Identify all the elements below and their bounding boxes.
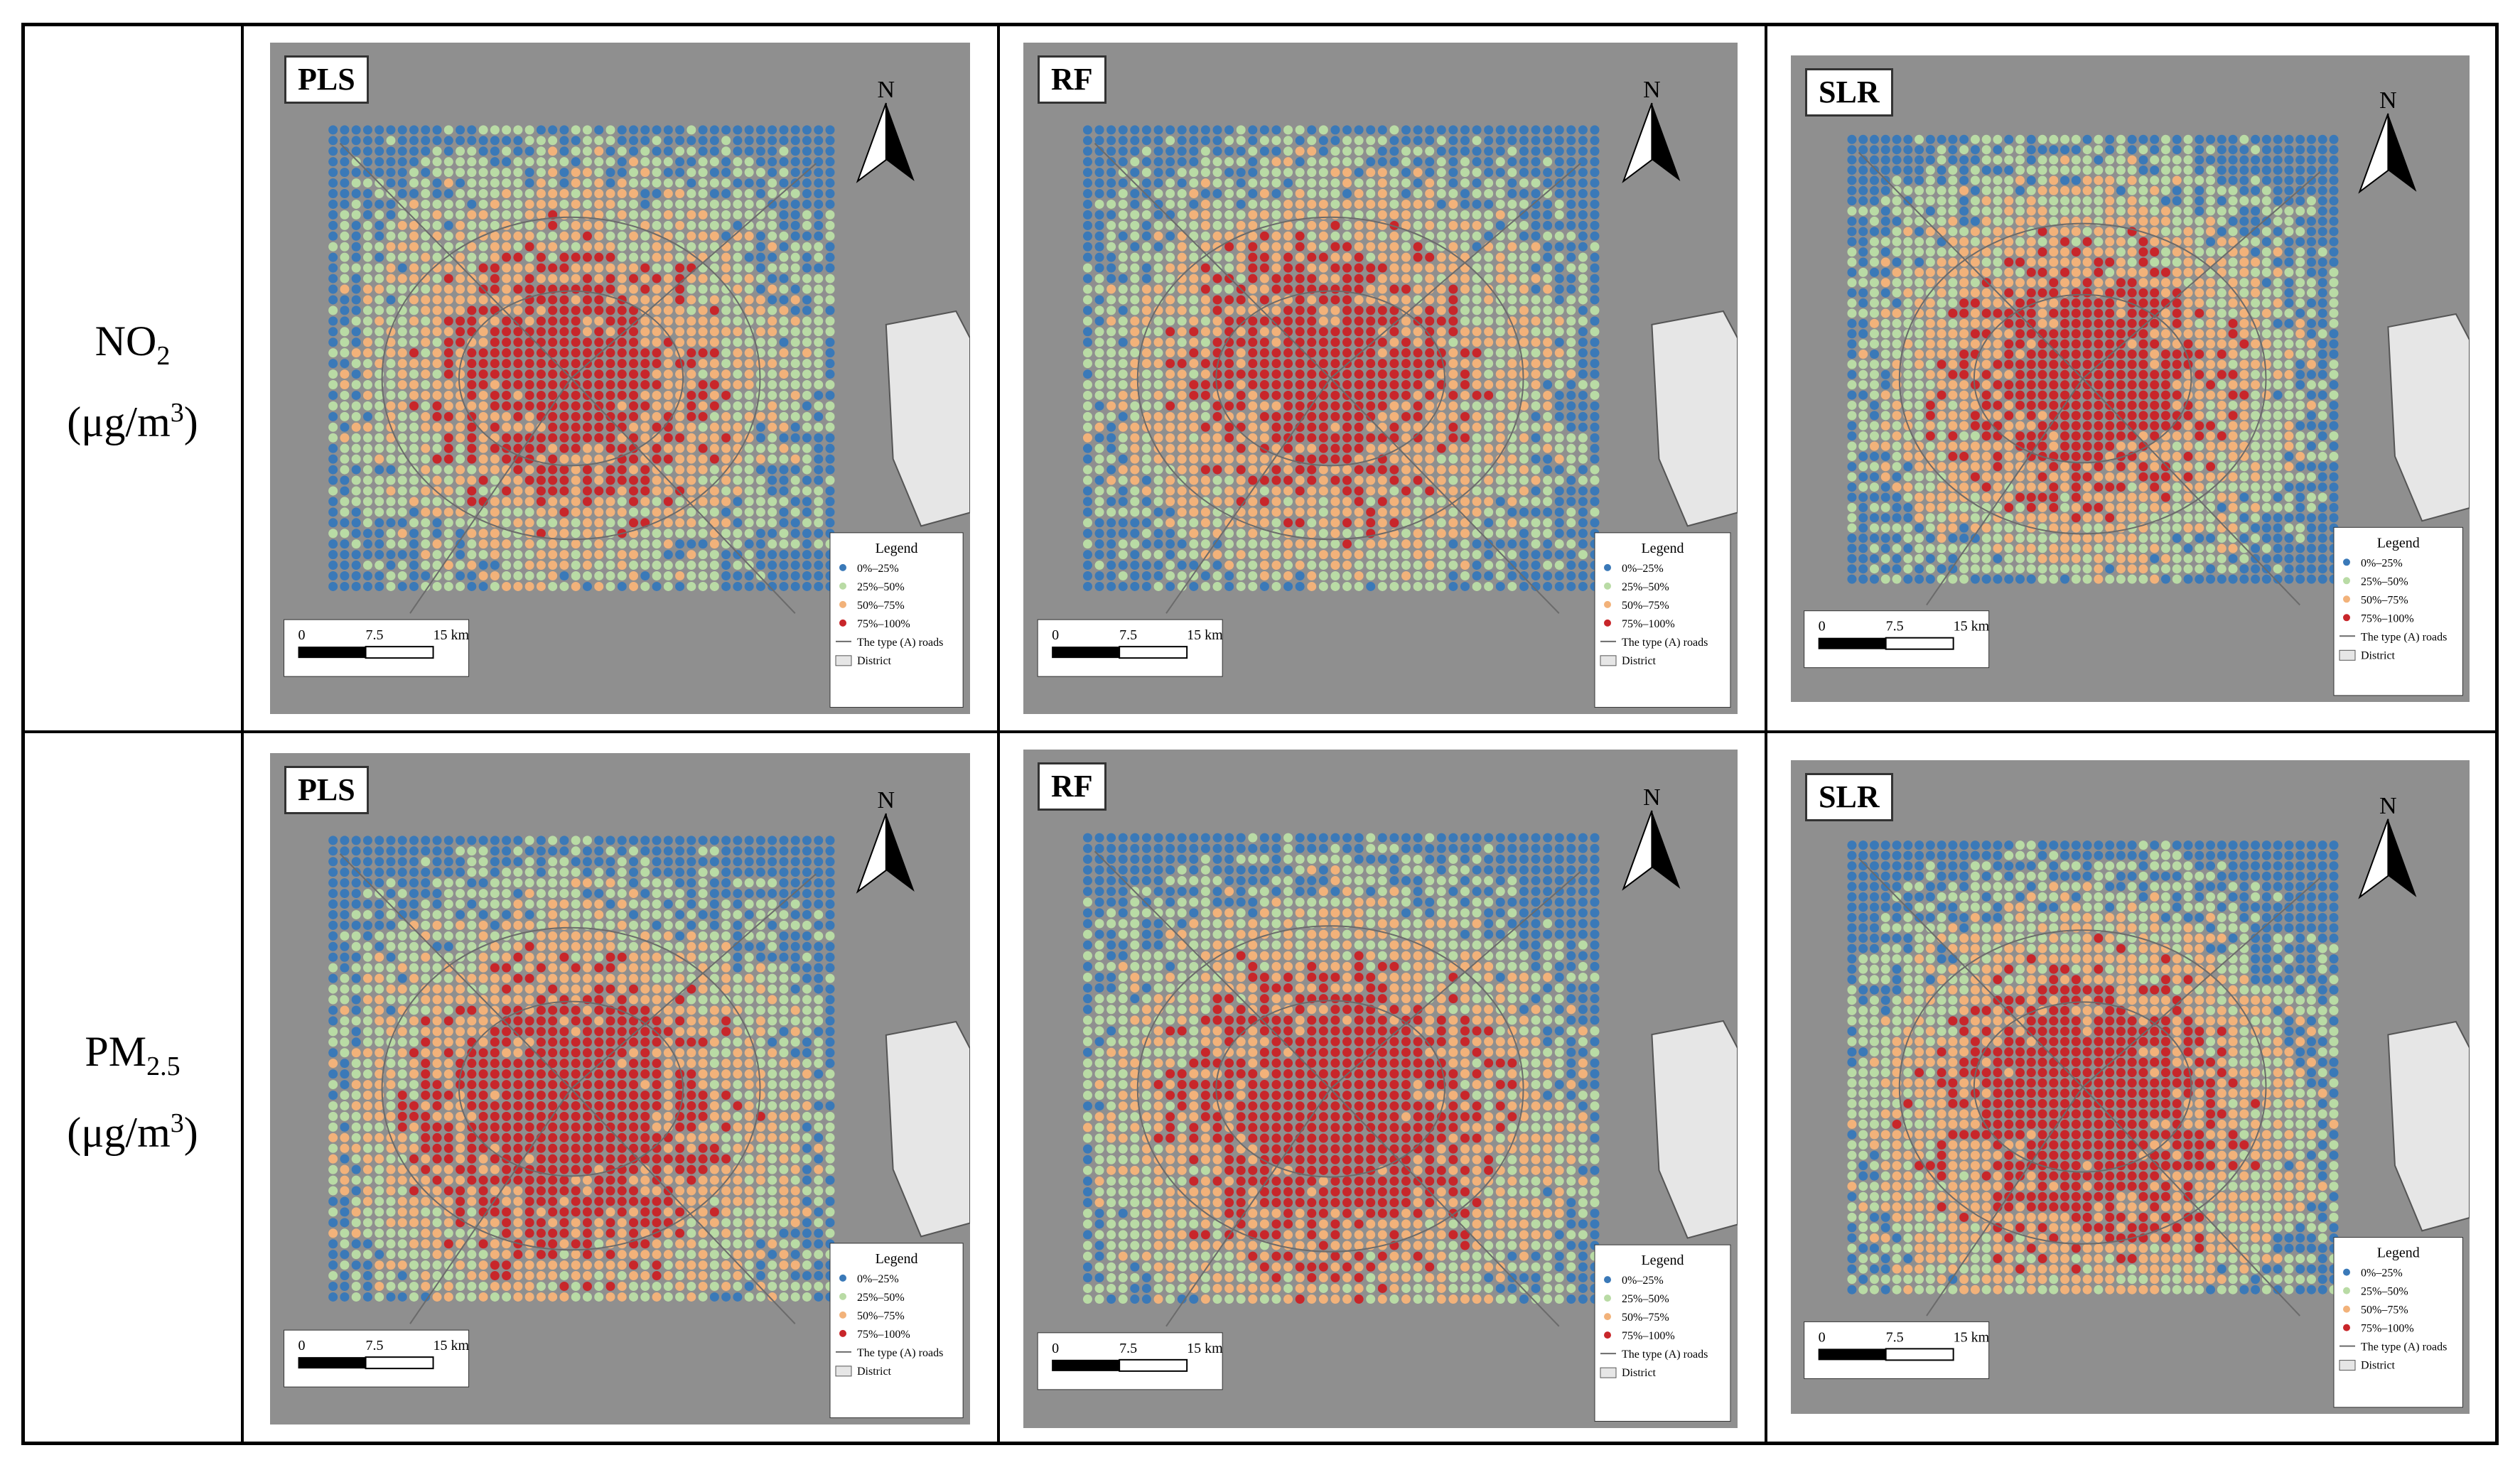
road-network <box>1094 143 1581 614</box>
map-panel-rf-row1: N 0 7.5 15 km Legend 0%–25% 25%–50% 50%–75% 75%–… <box>1023 43 1738 714</box>
svg-text:15 km: 15 km <box>1187 627 1223 643</box>
model-label: RF <box>1038 762 1106 811</box>
svg-text:N: N <box>1643 77 1661 103</box>
svg-text:75%–100%: 75%–100% <box>1622 618 1675 630</box>
svg-text:25%–50%: 25%–50% <box>857 581 905 593</box>
svg-text:Legend: Legend <box>1641 541 1684 556</box>
concentration-points <box>328 836 835 1302</box>
scale-bar: 0 7.5 15 km <box>284 1329 470 1388</box>
scale-bar: 0 7.5 15 km <box>1037 619 1223 677</box>
model-label: PLS <box>284 766 369 814</box>
svg-text:50%–75%: 50%–75% <box>1622 600 1669 612</box>
road-network <box>1094 850 1581 1327</box>
pollutant-name: PM2.5 <box>85 1028 181 1081</box>
svg-text:0: 0 <box>298 627 306 643</box>
column-divider-2 <box>997 23 1000 1445</box>
svg-text:0%–25%: 0%–25% <box>857 563 899 575</box>
figure-frame <box>21 23 2499 1445</box>
concentration-points <box>1082 125 1600 591</box>
map-canvas: N 0 7.5 15 km Legend0%–25%25%–50%50%–75%75%–… <box>270 753 970 1425</box>
pollutant-name: NO2 <box>95 318 171 371</box>
north-arrow-icon: N <box>2358 793 2417 899</box>
district-area <box>885 1020 970 1238</box>
map-panel-rf-row2: N 0 7.5 15 km Legend 0%–25% 25%–50% 50%–75% 75%–… <box>1023 750 1738 1428</box>
road-network <box>1858 858 2321 1317</box>
row-divider <box>21 730 2499 733</box>
svg-text:The type (A) roads: The type (A) roads <box>1622 637 1708 649</box>
map-panel-slr-row2: N 0 7.5 15 km Legend 0%–25% 25%–50% 50%–75% 75%–… <box>1791 760 2470 1414</box>
svg-text:7.5: 7.5 <box>1119 627 1137 643</box>
svg-text:District: District <box>1622 655 1657 667</box>
row-label-no2: NO2 (μg/m3) <box>24 313 241 450</box>
row-label-pm25: PM2.5 (μg/m3) <box>24 1023 241 1161</box>
map-canvas: N 0 7.5 15 km Legend0%–25%25%–50%50%–75%75%–… <box>1023 750 1738 1428</box>
road-network <box>339 853 817 1324</box>
district-area <box>1651 1020 1738 1239</box>
svg-text:50%–75%: 50%–75% <box>857 600 905 612</box>
concentration-points <box>1082 833 1600 1304</box>
svg-text:15 km: 15 km <box>434 627 470 643</box>
district-area <box>2387 313 2470 522</box>
scale-bar: 0 7.5 15 km <box>284 619 470 677</box>
svg-text:25%–50%: 25%–50% <box>1622 581 1669 593</box>
map-canvas: N 0 7.5 15 km Legend 0%–25% 25%–50% 50%–75% 75%–… <box>270 43 970 714</box>
district-area <box>1651 310 1738 527</box>
map-legend: Legend 0%–25% 25%–50% 50%–75% 75%–100% The ty… <box>1594 532 1731 708</box>
road-network <box>1858 151 2321 606</box>
svg-text:75%–100%: 75%–100% <box>857 618 910 630</box>
svg-text:The type (A) roads: The type (A) roads <box>857 637 943 649</box>
scale-bar: 0 7.5 15 km <box>1804 1321 1990 1379</box>
column-divider-3 <box>1765 23 1767 1445</box>
concentration-points <box>328 125 835 591</box>
svg-text:0%–25%: 0%–25% <box>1622 563 1664 575</box>
north-arrow-icon: N <box>1622 784 1681 891</box>
pollutant-unit: (μg/m3) <box>67 1108 198 1156</box>
svg-text:0: 0 <box>1052 627 1059 643</box>
map-panel-pls-row1: N 0 7.5 15 km Legend 0%–25% 25%–50% 50%–75% 75%–… <box>270 43 970 714</box>
north-arrow-icon: N <box>1622 77 1681 183</box>
north-arrow-icon: N <box>856 77 915 183</box>
concentration-points <box>1847 134 2339 584</box>
map-canvas: N 0 7.5 15 km Legend0%–25%25%–50%50%–75%75%–… <box>1791 760 2470 1414</box>
map-panel-slr-row1: N 0 7.5 15 km Legend 0%–25% 25%–50% 50%–75% 75%–… <box>1791 55 2470 702</box>
north-arrow-icon: N <box>2358 87 2417 194</box>
pollutant-unit: (μg/m3) <box>67 398 198 445</box>
map-canvas: N 0 7.5 15 km Legend 0%–25% 25%–50% 50%–75% 75%–… <box>1023 43 1738 714</box>
svg-text:7.5: 7.5 <box>366 627 384 643</box>
model-label: RF <box>1038 55 1106 104</box>
north-arrow-icon: N <box>856 787 915 894</box>
road-network <box>339 143 817 614</box>
scale-bar: 0 7.5 15 km <box>1037 1332 1223 1390</box>
map-canvas: N 0 7.5 15 km Legend0%–25%25%–50%50%–75%75%–… <box>1791 55 2470 702</box>
column-divider-1 <box>241 23 244 1445</box>
svg-text:Legend: Legend <box>876 541 918 556</box>
model-label: PLS <box>284 55 369 104</box>
svg-text:N: N <box>878 77 895 103</box>
svg-text:District: District <box>857 655 892 667</box>
district-area <box>2387 1020 2470 1232</box>
model-label: SLR <box>1805 68 1893 117</box>
district-area <box>885 310 970 527</box>
model-label: SLR <box>1805 773 1893 821</box>
map-legend: Legend 0%–25% 25%–50% 50%–75% 75%–100% The ty… <box>829 532 964 708</box>
scale-bar: 0 7.5 15 km <box>1804 610 1990 669</box>
map-panel-pls-row2: N 0 7.5 15 km Legend 0%–25% 25%–50% 50%–75% 75%–… <box>270 753 970 1425</box>
